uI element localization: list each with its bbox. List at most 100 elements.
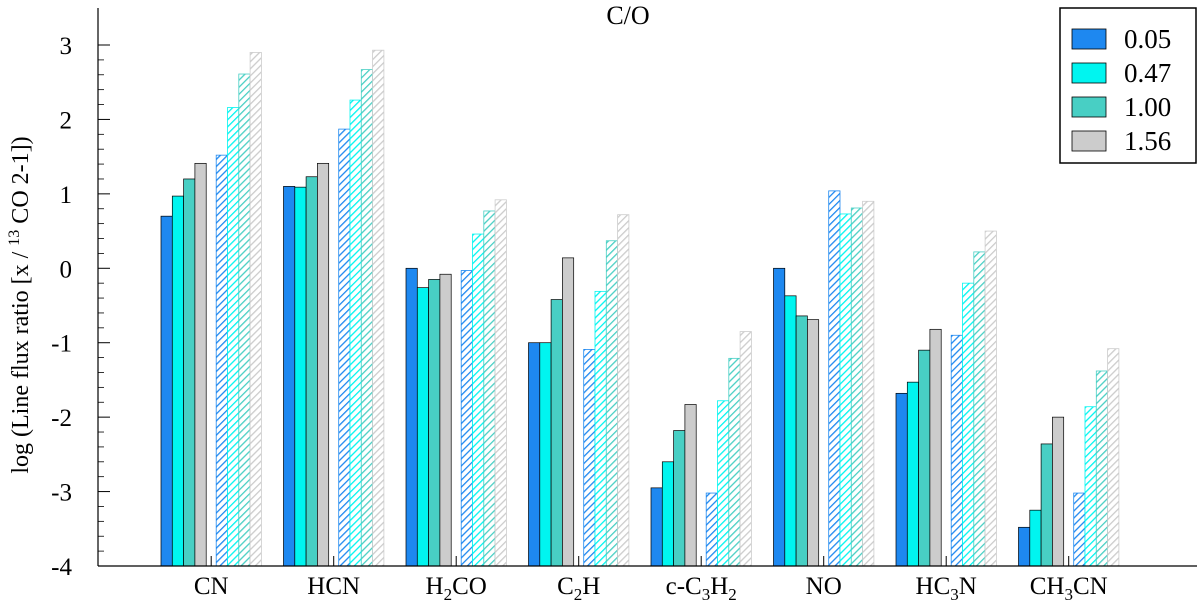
- bar-hatched-0-47: [717, 400, 730, 567]
- bar-hatched-1-56: [617, 214, 630, 567]
- bar-hatched-0-05: [1073, 492, 1086, 567]
- bar-hatched-1-56: [249, 52, 262, 567]
- bar-hatched-0-05: [460, 270, 473, 567]
- x-tick-label-part: H: [582, 573, 600, 600]
- bar-solid-0-47: [171, 195, 184, 567]
- bar-hatched-0-47: [227, 107, 240, 567]
- bar-hatched-0-47: [962, 282, 975, 567]
- legend-swatch: [1071, 96, 1107, 118]
- bar-solid-0-05: [773, 267, 786, 567]
- y-tick-label: 3: [60, 33, 73, 60]
- x-tick-label-part: HCN: [307, 573, 360, 600]
- bar-hatched-1-56: [739, 331, 752, 567]
- bar-solid-1-00: [550, 299, 563, 567]
- bar-solid-0-47: [416, 287, 429, 567]
- bar-solid-1-56: [194, 162, 207, 567]
- x-tick-label-part: N: [959, 573, 977, 600]
- x-tick-label-part: CO: [452, 573, 487, 600]
- y-tick-label: 2: [60, 107, 73, 134]
- y-tick-label: -3: [51, 480, 72, 507]
- bar-hatched-0-05: [338, 128, 351, 567]
- legend-label: 1.56: [1124, 126, 1171, 156]
- x-tick-label: CH3CN: [1030, 573, 1108, 603]
- bar-solid-0-47: [784, 295, 797, 567]
- y-tick-label: 1: [60, 182, 73, 209]
- x-tick-label-part: 2: [728, 585, 737, 603]
- bar-solid-1-00: [305, 176, 318, 567]
- bar-solid-0-47: [539, 342, 552, 567]
- bar-solid-1-00: [183, 178, 196, 567]
- x-tick-label-part: HC: [916, 573, 951, 600]
- x-tick-label-part: H: [426, 573, 444, 600]
- legend-swatch: [1071, 28, 1107, 50]
- bar-hatched-1-56: [372, 49, 385, 567]
- bar-solid-1-56: [684, 404, 697, 567]
- bar-hatched-0-05: [583, 349, 596, 567]
- bar-solid-1-00: [673, 430, 686, 567]
- y-tick-label: -1: [51, 331, 72, 358]
- bar-hatched-0-47: [594, 290, 607, 567]
- bar-solid-0-05: [1018, 526, 1031, 567]
- x-tick-label-part: 3: [1064, 585, 1073, 603]
- bar-hatched-0-47: [1084, 406, 1097, 567]
- x-tick-label: HCN: [307, 573, 360, 600]
- x-tick-label-part: c-C: [666, 573, 702, 600]
- x-tick-label-part: 2: [574, 585, 583, 603]
- legend-swatch: [1071, 62, 1107, 84]
- x-tick-label: NO: [806, 573, 842, 600]
- bar-hatched-0-05: [828, 190, 841, 567]
- legend-swatch: [1071, 130, 1107, 152]
- bar-hatched-0-47: [472, 233, 485, 567]
- bar-solid-0-05: [528, 342, 541, 567]
- bar-solid-1-56: [929, 328, 942, 567]
- y-axis-label: log (Line flux ratio [x / 13 CO 2-1]): [6, 136, 34, 473]
- bar-solid-0-05: [650, 487, 663, 567]
- bar-hatched-0-47: [349, 99, 362, 567]
- x-tick-label-part: 2: [444, 585, 453, 603]
- bar-hatched-1-56: [1107, 348, 1120, 567]
- bar-solid-0-47: [294, 186, 307, 567]
- bar-hatched-1-00: [728, 357, 741, 567]
- bar-solid-0-05: [405, 267, 418, 567]
- x-tick-label-part: CH: [1030, 573, 1065, 600]
- bar-hatched-0-47: [839, 213, 852, 567]
- x-tick-label: CN: [194, 573, 229, 600]
- bar-solid-1-00: [428, 279, 441, 567]
- x-tick-label: c-C3H2: [666, 573, 737, 603]
- legend-label: 1.00: [1124, 92, 1171, 122]
- bar-solid-1-00: [795, 315, 808, 567]
- bar-hatched-1-56: [862, 200, 875, 567]
- legend-label: 0.47: [1124, 58, 1171, 88]
- y-tick-label: 0: [60, 256, 73, 283]
- x-tick-label-part: 3: [702, 585, 711, 603]
- y-axis-label-suffix: CO 2-1]): [8, 136, 34, 229]
- y-tick-label: -4: [51, 554, 72, 581]
- bar-hatched-1-00: [605, 240, 618, 567]
- legend-label: 0.05: [1124, 24, 1171, 54]
- x-tick-label: C2H: [557, 573, 600, 603]
- bar-hatched-1-00: [360, 69, 373, 567]
- x-tick-label-part: H: [710, 573, 728, 600]
- x-tick-label: H2CO: [426, 573, 487, 603]
- bar-hatched-1-00: [850, 207, 863, 567]
- bar-solid-0-47: [661, 461, 674, 567]
- bar-hatched-1-00: [483, 210, 496, 567]
- x-tick-label-part: C: [557, 573, 574, 600]
- x-tick-label-part: CN: [1073, 573, 1108, 600]
- bar-hatched-1-56: [494, 199, 507, 567]
- bar-solid-1-56: [439, 273, 452, 567]
- x-tick-label: HC3N: [916, 573, 977, 603]
- bar-hatched-1-56: [984, 230, 997, 567]
- bar-solid-0-47: [906, 381, 919, 567]
- y-axis-label-superscript: 13: [6, 230, 23, 246]
- bar-hatched-0-05: [215, 154, 228, 567]
- y-axis-label-prefix: log (Line flux ratio [x /: [8, 246, 34, 474]
- bar-hatched-1-00: [1095, 370, 1109, 567]
- bar-solid-1-00: [1040, 443, 1053, 567]
- chart-title: C/O: [606, 1, 649, 30]
- bar-solid-1-00: [918, 349, 931, 567]
- bar-solid-0-05: [895, 392, 908, 567]
- bar-solid-1-56: [807, 319, 820, 567]
- bar-hatched-1-00: [238, 73, 251, 567]
